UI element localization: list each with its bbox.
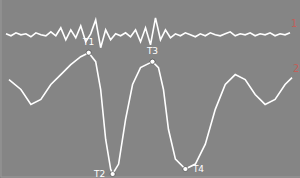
svg-text:T4: T4 <box>192 164 204 174</box>
svg-text:T1: T1 <box>82 37 94 47</box>
svg-text:T3: T3 <box>146 46 158 56</box>
svg-text:T2: T2 <box>93 169 105 178</box>
svg-text:1: 1 <box>291 18 292 29</box>
